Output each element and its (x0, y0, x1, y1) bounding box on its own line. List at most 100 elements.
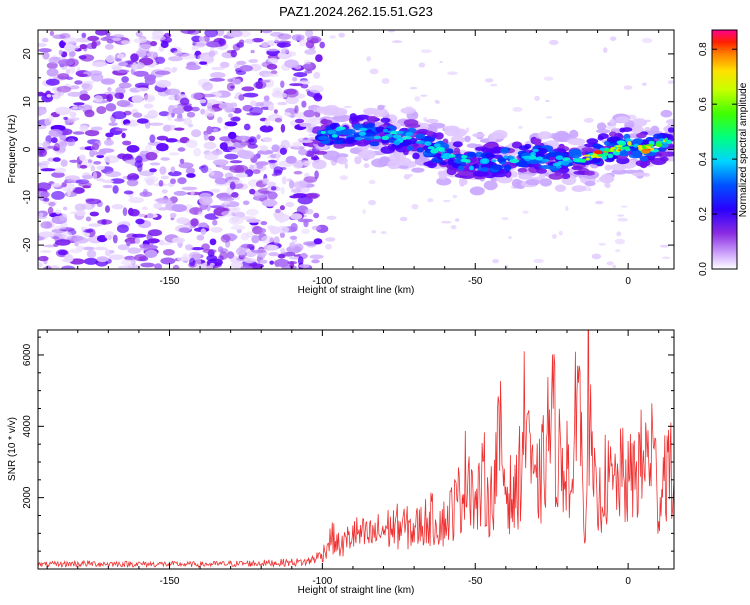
noise-blob (243, 123, 251, 131)
noise-blob (96, 106, 107, 115)
noise-blob (197, 53, 213, 62)
noise-blob (178, 227, 191, 233)
noise-blob (248, 59, 259, 63)
noise-blob (51, 171, 65, 178)
noise-blob (272, 87, 283, 94)
noise-blob (104, 249, 112, 257)
faint-blob (552, 234, 557, 239)
faint-blob (543, 76, 554, 81)
noise-blob (183, 117, 192, 126)
signal-blob (424, 141, 432, 146)
signal-blob (438, 172, 448, 180)
noise-blob (136, 87, 149, 92)
signal-blob (381, 138, 389, 144)
faint-blob (391, 40, 403, 43)
noise-blob (246, 112, 261, 116)
spectrogram-y-axis-label: Frequency (Hz) (7, 115, 18, 184)
noise-blob (275, 208, 281, 214)
noise-blob (260, 145, 269, 152)
noise-blob (40, 191, 50, 198)
noise-blob (104, 43, 114, 50)
signal-blob (639, 156, 649, 162)
noise-blob (224, 121, 238, 127)
noise-blob (38, 212, 44, 217)
noise-blob (117, 53, 125, 59)
faint-blob (427, 198, 434, 203)
y-tick-label: 6000 (22, 343, 33, 366)
noise-blob (92, 171, 98, 180)
noise-blob (49, 30, 55, 36)
noise-blob (179, 158, 185, 164)
noise-blob (120, 40, 131, 45)
noise-blob (203, 141, 217, 150)
noise-blob (263, 95, 270, 102)
signal-blob (511, 178, 522, 189)
x-tick-label: -50 (468, 576, 483, 587)
noise-blob (91, 40, 97, 49)
noise-blob (90, 126, 103, 131)
noise-blob (170, 166, 176, 173)
noise-blob (158, 242, 172, 246)
signal-blob (535, 147, 548, 154)
noise-blob (45, 265, 52, 269)
noise-blob (289, 242, 296, 249)
signal-blob (381, 135, 390, 141)
signal-blob (427, 146, 435, 150)
signal-blob (363, 107, 379, 115)
signal-blob (335, 127, 342, 132)
noise-blob (266, 181, 277, 187)
noise-blob (89, 211, 100, 217)
signal-blob (450, 135, 465, 145)
faint-blob (420, 94, 428, 97)
noise-blob (208, 50, 216, 57)
noise-blob (38, 48, 52, 53)
signal-blob (537, 131, 552, 140)
noise-blob (68, 85, 80, 90)
signal-core-blob (603, 152, 609, 156)
noise-blob (218, 102, 234, 110)
signal-blob (327, 129, 337, 135)
faint-blob (411, 204, 419, 210)
noise-blob (228, 113, 233, 118)
noise-blob (54, 239, 71, 246)
faint-blob (596, 180, 600, 183)
noise-blob (38, 124, 47, 130)
noise-blob (93, 150, 98, 156)
faint-blob (545, 116, 553, 119)
signal-blob (472, 133, 485, 138)
noise-blob (57, 73, 70, 80)
noise-blob (290, 213, 303, 220)
noise-blob (169, 212, 177, 218)
faint-blob (606, 261, 614, 266)
noise-blob (67, 118, 76, 123)
noise-blob (185, 244, 193, 251)
signal-blob (379, 156, 390, 163)
faint-blob (641, 82, 647, 86)
signal-blob (630, 126, 642, 133)
signal-core-blob (664, 137, 668, 142)
signal-core-blob (579, 158, 587, 163)
faint-blob (603, 47, 608, 53)
faint-blob (615, 249, 621, 253)
noise-blob (257, 149, 274, 155)
noise-blob (114, 92, 124, 99)
noise-blob (174, 127, 185, 131)
noise-blob (298, 148, 308, 156)
noise-blob (158, 111, 170, 117)
noise-blob (235, 70, 247, 75)
signal-blob (457, 171, 474, 176)
noise-blob (104, 231, 115, 240)
signal-blob (592, 143, 602, 149)
noise-blob (246, 218, 261, 223)
signal-blob (337, 156, 348, 165)
faint-blob (485, 78, 494, 83)
noise-blob (186, 139, 198, 149)
signal-blob (653, 133, 663, 139)
signal-core-blob (594, 150, 603, 155)
faint-blob (522, 210, 529, 214)
noise-blob (271, 92, 288, 99)
noise-blob (180, 97, 190, 106)
noise-blob (51, 137, 58, 144)
noise-blob (195, 265, 207, 269)
noise-blob (65, 69, 70, 75)
